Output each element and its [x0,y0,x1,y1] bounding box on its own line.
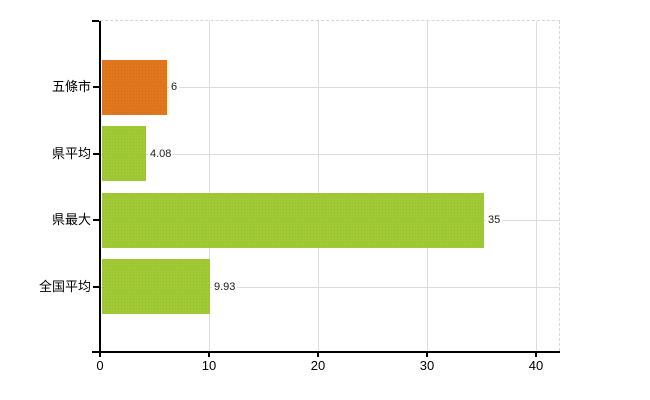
x-axis-tick [99,353,101,357]
y-axis-tick [93,286,100,288]
gridline-horizontal [100,287,560,288]
y-axis-top-tick [92,20,99,22]
x-axis-tick [535,353,537,357]
bar [102,193,484,248]
x-axis-line [92,351,560,353]
x-tick-label: 20 [310,358,326,373]
plot-border-top [100,20,560,21]
bar-value-label: 35 [486,212,503,228]
x-axis-tick [426,353,428,357]
category-label: 五條市 [51,79,91,94]
x-tick-label: 0 [96,358,104,373]
x-tick-label: 30 [419,358,435,373]
bar [102,126,146,181]
gridline-vertical [209,21,210,351]
bar-value-label: 4.08 [148,146,174,162]
y-axis-tick [93,219,100,221]
y-axis-tick [93,86,100,88]
category-label: 県平均 [51,146,91,161]
category-label: 全国平均 [38,279,91,294]
bar-value-label: 9.93 [212,279,238,295]
y-axis-tick [93,153,100,155]
category-label: 県最大 [51,212,91,227]
y-axis-line [99,21,101,353]
gridline-vertical [427,21,428,351]
bar [102,60,167,115]
gridline-horizontal [100,87,560,88]
x-tick-label: 10 [201,358,217,373]
bar-value-label: 6 [169,79,180,95]
x-tick-label: 40 [528,358,544,373]
gridline-horizontal [100,154,560,155]
x-axis-tick [208,353,210,357]
gridline-vertical [318,21,319,351]
gridline-vertical [536,21,537,351]
x-axis-tick [317,353,319,357]
plot-border-right [559,21,560,351]
bar [102,259,210,314]
